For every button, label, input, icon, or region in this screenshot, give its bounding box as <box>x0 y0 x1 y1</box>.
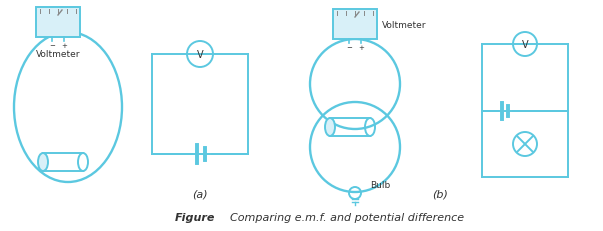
Text: +: + <box>358 45 364 51</box>
Text: (a): (a) <box>192 189 208 199</box>
Ellipse shape <box>325 119 335 137</box>
Text: −: − <box>49 43 55 49</box>
Text: Voltmeter: Voltmeter <box>36 50 80 59</box>
Text: Figure: Figure <box>175 212 215 222</box>
Text: (b): (b) <box>432 189 448 199</box>
Text: −: − <box>346 45 352 51</box>
Text: V: V <box>522 40 528 50</box>
Text: V: V <box>197 50 203 60</box>
Ellipse shape <box>38 153 48 171</box>
FancyBboxPatch shape <box>36 8 80 38</box>
Text: Comparing e.m.f. and potential difference: Comparing e.m.f. and potential differenc… <box>230 212 464 222</box>
Text: Bulb: Bulb <box>370 181 390 190</box>
FancyBboxPatch shape <box>333 10 377 40</box>
Text: +: + <box>61 43 67 49</box>
Text: Voltmeter: Voltmeter <box>382 20 426 29</box>
